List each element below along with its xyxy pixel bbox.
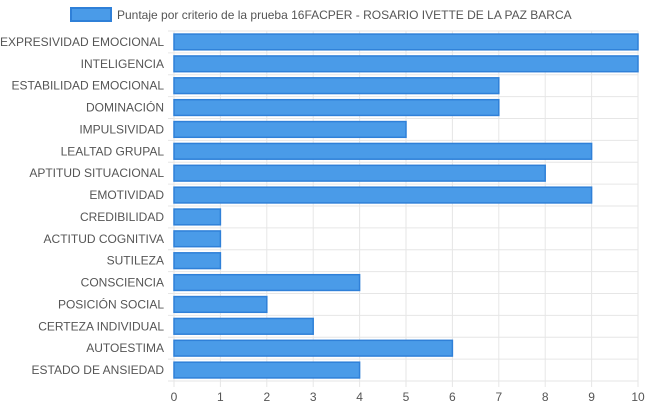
category-label: AUTOESTIMA	[86, 341, 164, 355]
x-tick-label: 0	[171, 390, 178, 404]
x-tick-label: 8	[542, 390, 549, 404]
bar	[173, 317, 314, 335]
x-tick-label: 5	[403, 390, 410, 404]
bar	[173, 273, 361, 292]
category-label: POSICIÓN SOCIAL	[58, 296, 164, 311]
bar	[173, 208, 222, 226]
bar	[173, 230, 222, 248]
legend: Puntaje por criterio de la prueba 16FACP…	[70, 7, 572, 22]
bar	[173, 120, 407, 139]
bar	[173, 339, 454, 357]
bar	[173, 55, 639, 73]
legend-swatch	[70, 7, 112, 22]
x-tick-label: 2	[263, 390, 270, 404]
bar	[173, 252, 222, 270]
category-label: ACTITUD COGNITIVA	[44, 232, 164, 246]
x-tick-label: 7	[495, 390, 502, 404]
category-label: EMOTIVIDAD	[89, 188, 164, 202]
bar	[173, 33, 639, 51]
category-label: EXPRESIVIDAD EMOCIONAL	[0, 35, 164, 49]
category-label: DOMINACIÓN	[86, 100, 164, 115]
x-tick-label: 1	[217, 390, 224, 404]
x-axis-ticks: 0 1 2 3 4 5 6 7 8 9 10	[171, 390, 645, 404]
category-label: ESTADO DE ANSIEDAD	[32, 363, 165, 377]
bar	[173, 77, 500, 95]
legend-label: Puntaje por criterio de la prueba 16FACP…	[117, 8, 572, 22]
category-label: CONSCIENCIA	[81, 276, 164, 290]
x-tick-label: 10	[631, 390, 645, 404]
category-label: ESTABILIDAD EMOCIONAL	[12, 79, 165, 93]
bar	[173, 142, 593, 160]
bar	[173, 164, 546, 182]
bar	[173, 186, 593, 204]
category-label: SUTILEZA	[107, 254, 164, 268]
category-label: CREDIBILIDAD	[80, 210, 164, 224]
bar	[173, 295, 268, 314]
category-label: IMPULSIVIDAD	[79, 122, 164, 136]
bar	[173, 98, 500, 117]
category-label: APTITUD SITUACIONAL	[29, 166, 164, 180]
category-label: INTELIGENCIA	[81, 57, 164, 71]
x-tick-label: 6	[449, 390, 456, 404]
category-labels: EXPRESIVIDAD EMOCIONAL INTELIGENCIA ESTABI…	[0, 35, 164, 377]
x-tick-label: 3	[310, 390, 317, 404]
x-tick-label: 9	[588, 390, 595, 404]
category-label: LEALTAD GRUPAL	[61, 144, 165, 158]
bars	[173, 33, 639, 379]
bar	[173, 361, 361, 379]
category-label: CERTEZA INDIVIDUAL	[38, 319, 164, 333]
x-tick-label: 4	[356, 390, 363, 404]
